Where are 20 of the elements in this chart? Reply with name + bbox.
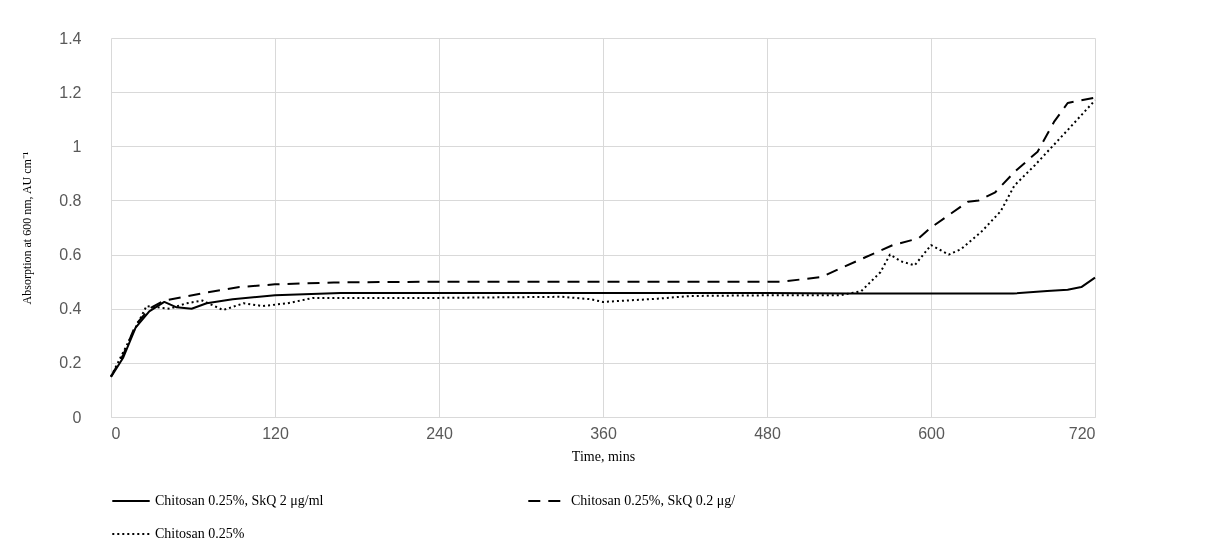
- x-tick-label: 600: [918, 424, 945, 442]
- legend-label: Chitosan 0.25%, SkQ 0.2 μg/: [571, 493, 736, 508]
- x-tick-label: 480: [754, 424, 781, 442]
- x-axis-title: Time, mins: [571, 448, 636, 464]
- y-tick-label: 1: [72, 137, 82, 155]
- y-tick-label: 0.8: [59, 191, 82, 209]
- x-tick-label: 360: [590, 424, 617, 442]
- y-axis-title: Absorption at 600 nm, AU cm⁻¹: [20, 151, 35, 305]
- x-tick-label: 120: [262, 424, 289, 442]
- x-tick-label: 0: [111, 424, 121, 442]
- y-tick-label: 1.4: [59, 29, 82, 47]
- y-tick-label: 1.2: [59, 83, 82, 101]
- y-tick-label: 0: [72, 408, 82, 426]
- y-tick-label: 0.4: [59, 300, 82, 318]
- x-tick-label: 720: [1068, 424, 1096, 442]
- x-tick-label: 240: [426, 424, 453, 442]
- legend-label: Chitosan 0.25%: [155, 526, 245, 541]
- y-tick-label: 0.2: [59, 354, 82, 372]
- legend-label: Chitosan 0.25%, SkQ 2 μg/ml: [155, 493, 324, 508]
- y-tick-label: 0.6: [59, 246, 82, 264]
